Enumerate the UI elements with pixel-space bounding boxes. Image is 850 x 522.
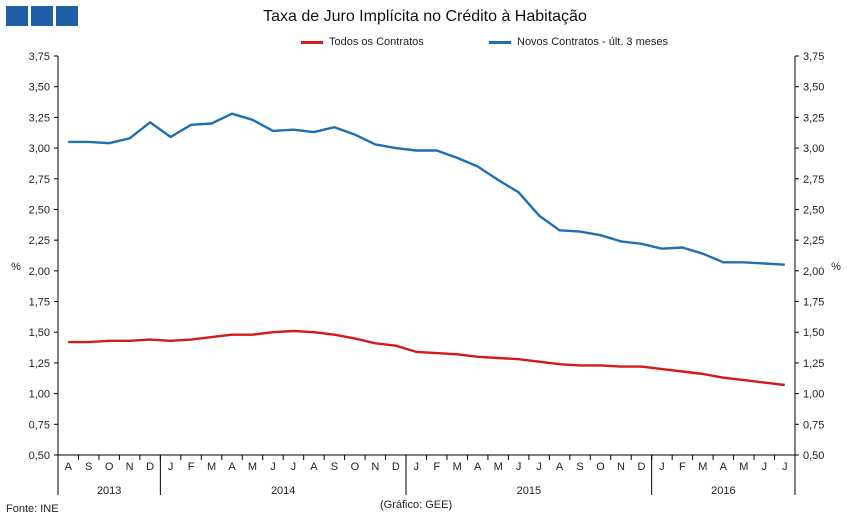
y-tick-label-left: 1,00 [29,389,50,401]
y-tick-label-left: 3,25 [29,112,50,124]
x-tick-label: M [207,461,216,473]
x-tick-label: A [310,461,318,473]
y-tick-label-right: 3,25 [803,112,824,124]
y-tick-label-right: 2,75 [803,174,824,186]
y-tick-label-right: 3,00 [803,143,824,155]
legend-item-todos: Todos os Contratos [301,36,424,48]
x-tick-label: A [474,461,482,473]
x-tick-label: M [698,461,707,473]
x-tick-label: D [146,461,154,473]
x-tick-label: O [351,461,360,473]
legend-item-novos: Novos Contratos - últ. 3 meses [489,36,668,48]
y-tick-label-left: 3,75 [29,51,50,63]
y-tick-label-right: 2,50 [803,204,824,216]
y-tick-label-left: 2,00 [29,266,50,278]
x-tick-label: D [637,461,645,473]
y-tick-label-left: 2,25 [29,235,50,247]
y-tick-label-left: 3,50 [29,82,50,94]
logo-square-1 [6,6,28,26]
x-tick-label: J [291,461,297,473]
y-tick-label-right: 0,75 [803,419,824,431]
logo-square-3 [56,6,78,26]
y-tick-label-left: 2,50 [29,204,50,216]
year-label: 2016 [711,485,735,497]
chart-legend: Todos os Contratos Novos Contratos - últ… [0,36,850,52]
x-tick-label: J [762,461,768,473]
x-tick-label: M [494,461,503,473]
x-tick-label: J [168,461,174,473]
year-label: 2014 [271,485,295,497]
y-tick-label-right: 3,50 [803,82,824,94]
x-tick-label: N [617,461,625,473]
x-tick-label: M [739,461,748,473]
y-tick-label-right: 0,50 [803,450,824,462]
y-tick-label-left: 0,75 [29,419,50,431]
x-tick-label: J [414,461,420,473]
y-tick-label-left: 1,25 [29,358,50,370]
y-tick-label-left: 2,75 [29,174,50,186]
x-tick-label: O [105,461,114,473]
y-tick-label-right: 2,25 [803,235,824,247]
y-tick-label-right: 1,00 [803,389,824,401]
y-tick-label-right: 1,25 [803,358,824,370]
x-tick-label: N [371,461,379,473]
x-tick-label: O [596,461,605,473]
y-tick-label-left: 3,00 [29,143,50,155]
institution-logo-icon [6,6,78,26]
x-tick-label: F [679,461,686,473]
y-tick-label-right: 2,00 [803,266,824,278]
x-tick-label: J [659,461,665,473]
y-tick-label-left: 1,75 [29,297,50,309]
y-axis-label-right: % [831,261,841,273]
legend-label-novos: Novos Contratos - últ. 3 meses [517,36,669,48]
x-tick-label: N [126,461,134,473]
x-tick-label: M [453,461,462,473]
series-line-todos [68,329,785,387]
chart-title: Taxa de Juro Implícita no Crédito à Habi… [263,8,587,25]
credit-note: (Gráfico: GEE) [380,499,453,511]
x-tick-label: J [270,461,276,473]
source-note: Fonte: INE [6,503,59,515]
y-tick-label-right: 3,75 [803,51,824,63]
x-tick-label: J [536,461,542,473]
y-tick-label-left: 0,50 [29,450,50,462]
y-tick-label-right: 1,50 [803,327,824,339]
x-tick-label: J [516,461,522,473]
legend-swatch-todos [301,40,323,44]
year-label: 2013 [97,485,121,497]
legend-label-todos: Todos os Contratos [329,36,424,48]
x-tick-label: A [720,461,728,473]
x-tick-label: S [85,461,92,473]
legend-swatch-novos [489,40,511,44]
x-tick-label: A [228,461,236,473]
x-tick-label: D [392,461,400,473]
series-line-novos [68,112,785,266]
logo-square-2 [31,6,53,26]
x-tick-label: A [556,461,564,473]
x-tick-label: F [433,461,440,473]
x-tick-label: A [65,461,73,473]
y-tick-label-left: 1,50 [29,327,50,339]
x-tick-label: J [782,461,788,473]
x-tick-label: S [576,461,583,473]
x-tick-label: M [248,461,257,473]
x-tick-label: F [188,461,195,473]
y-tick-label-right: 1,75 [803,297,824,309]
x-tick-label: S [331,461,338,473]
y-axis-label-left: % [11,261,21,273]
year-label: 2015 [517,485,541,497]
